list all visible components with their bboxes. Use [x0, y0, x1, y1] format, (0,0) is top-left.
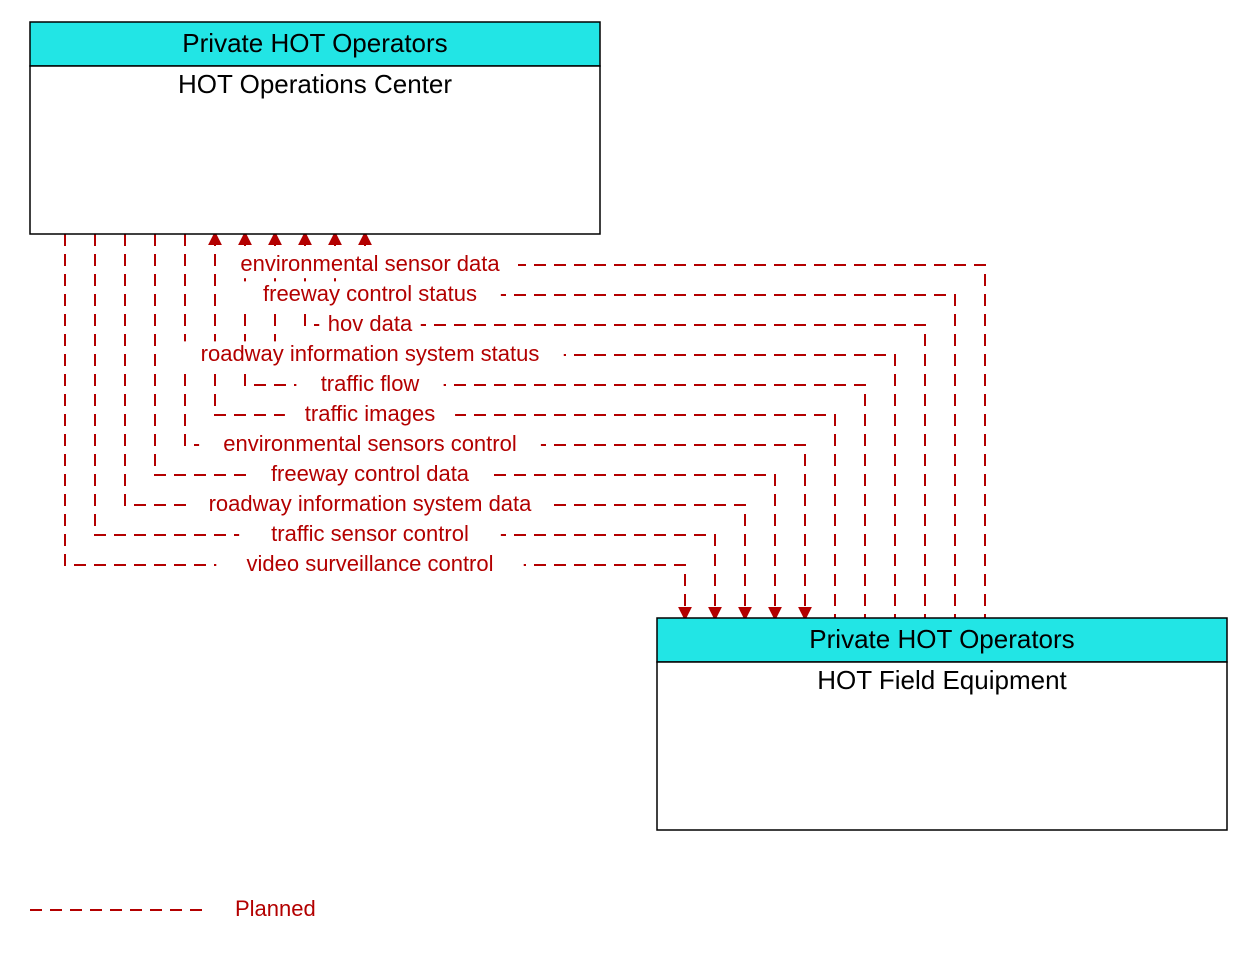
- nodes-layer: Private HOT Operators HOT Operations Cent…: [30, 22, 1227, 830]
- node-header-text: Private HOT Operators: [182, 28, 447, 58]
- flow-label: environmental sensors control: [223, 431, 516, 456]
- flow-label: roadway information system data: [209, 491, 533, 516]
- node-body-text: HOT Operations Center: [178, 69, 452, 99]
- flow-label: hov data: [328, 311, 413, 336]
- flow-label: freeway control data: [271, 461, 470, 486]
- node-body-text: HOT Field Equipment: [817, 665, 1067, 695]
- flow-label: roadway information system status: [201, 341, 540, 366]
- node-header-text: Private HOT Operators: [809, 624, 1074, 654]
- node-A: Private HOT Operators HOT Operations Cent…: [30, 22, 600, 234]
- architecture-diagram: environmental sensor data freeway control…: [0, 0, 1251, 955]
- flow-label: video surveillance control: [246, 551, 493, 576]
- flow-label: traffic sensor control: [271, 521, 469, 546]
- flow-label: traffic images: [305, 401, 435, 426]
- legend-layer: Planned: [30, 896, 316, 921]
- legend-label: Planned: [235, 896, 316, 921]
- node-B: Private HOT Operators HOT Field Equipment: [657, 618, 1227, 830]
- flow-label: freeway control status: [263, 281, 477, 306]
- flow-label: environmental sensor data: [240, 251, 500, 276]
- flows-layer: [65, 234, 985, 618]
- flow-label: traffic flow: [321, 371, 420, 396]
